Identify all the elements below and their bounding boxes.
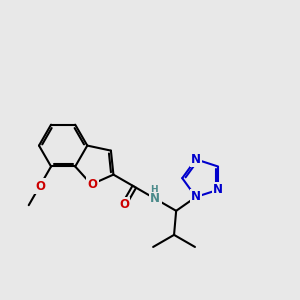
- Text: O: O: [35, 180, 45, 193]
- Text: O: O: [119, 198, 129, 211]
- Text: H: H: [151, 185, 158, 194]
- Text: N: N: [150, 192, 160, 205]
- Text: N: N: [191, 153, 201, 166]
- Text: O: O: [88, 178, 98, 191]
- Text: N: N: [213, 183, 223, 196]
- Text: N: N: [191, 190, 201, 203]
